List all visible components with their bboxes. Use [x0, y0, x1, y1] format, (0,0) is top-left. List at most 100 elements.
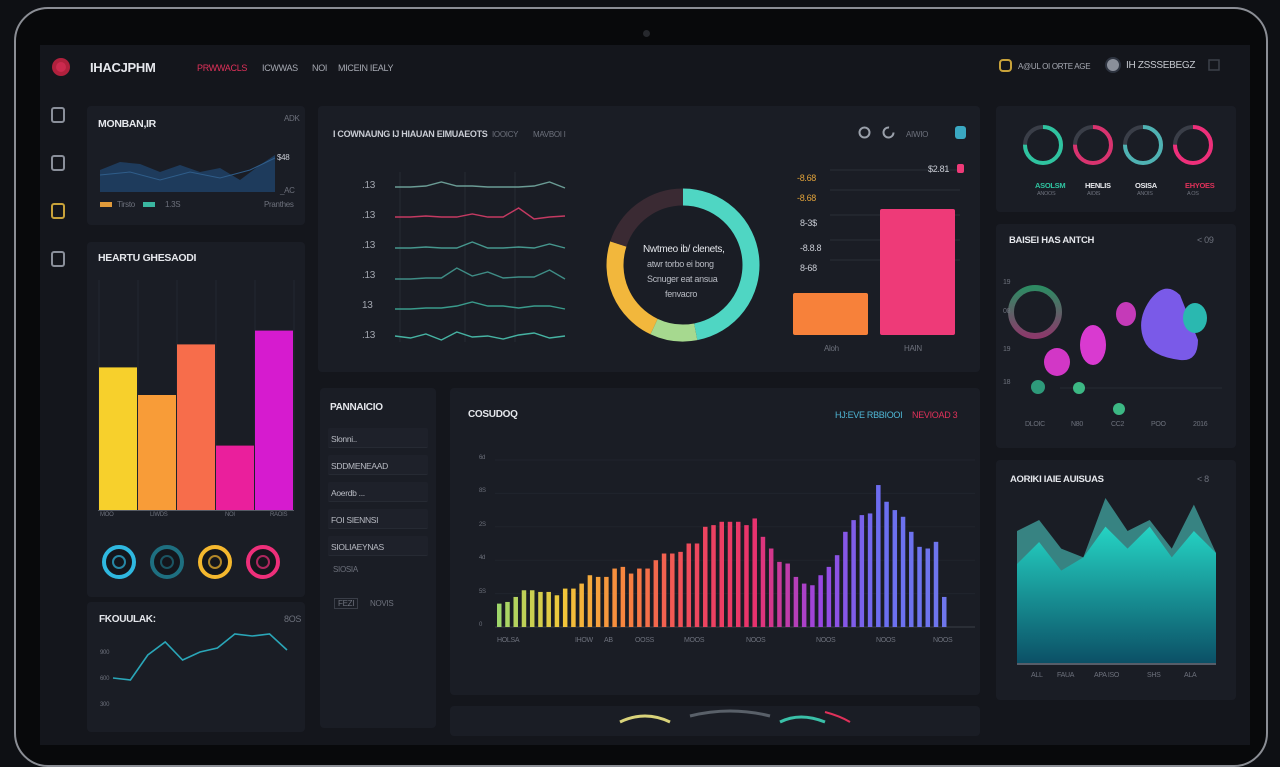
area-badge[interactable]: < 8 [1197, 474, 1209, 484]
x-tick: NOOS [746, 637, 766, 644]
bar [834, 555, 840, 627]
bar [177, 344, 215, 510]
nav-item-1[interactable]: ICWWAS [262, 63, 298, 73]
folder-icon[interactable] [50, 202, 66, 220]
bar [562, 588, 568, 627]
kpi-ring [1023, 125, 1063, 165]
ring-icon [150, 545, 184, 579]
bar-xlabel: NOI [225, 512, 235, 518]
bar [670, 553, 675, 627]
bubble-blob [1141, 288, 1198, 361]
list-item[interactable] [328, 455, 428, 475]
x-tick: NOOS [933, 637, 953, 644]
bar [942, 596, 947, 627]
bubble-ylabel: 19 [1003, 346, 1011, 353]
center-tab-1[interactable]: MAVBOI I [533, 130, 566, 139]
list-item[interactable] [328, 509, 428, 529]
list-panel-title: PANNAICIO [330, 402, 383, 413]
line-series-5 [394, 331, 566, 341]
nav-item-3[interactable]: MICEIN IEALY [338, 63, 394, 73]
dashboard-icon[interactable] [50, 106, 66, 124]
bar [99, 367, 137, 510]
donut-segment [606, 241, 658, 335]
donut-text: Scnuger eat ansua [647, 274, 718, 284]
center-tab-0[interactable]: IOOICY [492, 130, 519, 139]
bar [255, 330, 293, 510]
settings-icon[interactable] [50, 250, 66, 268]
bubble [1080, 325, 1106, 365]
ring-icon [246, 545, 280, 579]
stats-icon[interactable] [50, 154, 66, 172]
settings-icon[interactable] [858, 126, 871, 139]
y-tick: 5S [479, 588, 486, 595]
bar [711, 525, 716, 627]
menu-icon[interactable] [1207, 58, 1221, 72]
bar [571, 588, 576, 627]
bar [628, 573, 634, 627]
bar [546, 591, 551, 627]
list-item-label: Aoerdb ... [331, 488, 365, 498]
mini-area-fill [100, 155, 275, 192]
area-title: AORIKI IAIE AUISUAS [1010, 474, 1104, 485]
bar [637, 568, 642, 627]
bar [735, 521, 741, 627]
kpi-label: HENLIS [1085, 181, 1111, 190]
nav-item-0[interactable]: PRWWACLS [197, 63, 248, 73]
kpi-ring [1073, 125, 1113, 165]
bar [554, 595, 560, 627]
list-item[interactable] [328, 536, 428, 556]
area-xlabel: SHS [1147, 672, 1161, 679]
bar [843, 531, 848, 627]
x-tick: OOSS [635, 637, 655, 644]
y-tick: 2S [479, 521, 486, 528]
list-item-label: Slonni.. [331, 434, 357, 444]
bar [497, 603, 502, 627]
area-xlabel: ALA [1184, 672, 1197, 679]
kpi-label: EHYOES [1185, 181, 1215, 190]
bubble-xlabel: 2016 [1193, 421, 1208, 428]
y-tick: 0 [479, 622, 483, 628]
main-bar-chart [495, 459, 975, 628]
bar [538, 591, 543, 627]
line-series-3 [395, 267, 566, 280]
list-footer-button[interactable]: FEZI [334, 598, 359, 609]
list-item[interactable] [328, 428, 428, 448]
bar [859, 515, 865, 627]
refresh-icon[interactable] [882, 126, 895, 139]
donut-text: atwr torbo ei bong [647, 259, 714, 269]
bar [744, 525, 749, 627]
legend-swatch-1 [143, 202, 155, 207]
legend-dot [957, 164, 964, 173]
list-item[interactable] [328, 482, 428, 502]
bar [793, 293, 868, 335]
area-xlabel: ALL [1031, 672, 1043, 679]
notification-icon[interactable] [999, 59, 1012, 72]
bubble-badge[interactable]: < 09 [1197, 235, 1214, 245]
area-xlabel: APA ISO [1094, 672, 1120, 679]
bar-xlabel: MOO [100, 512, 114, 518]
mini-area-chart [99, 155, 276, 192]
kpi-sub: ANOIS [1137, 191, 1153, 197]
bar [612, 568, 617, 627]
toggle-button[interactable] [955, 126, 966, 139]
kpi-ring [1173, 125, 1213, 165]
bar [521, 590, 527, 627]
bar [645, 568, 650, 627]
bar [933, 541, 939, 627]
avatar[interactable] [1105, 57, 1121, 73]
bar [768, 548, 774, 627]
legend-0: HJ:EVE RBBIOOI [835, 410, 903, 420]
ring-icon [198, 545, 232, 579]
bar [604, 576, 609, 627]
center-control-label[interactable]: AIWIO [906, 130, 929, 139]
bar-ylabel: 8-68 [800, 263, 817, 273]
line-ylabel: .13 [362, 240, 376, 251]
bar [876, 485, 881, 627]
bar-ylabel: -8.68 [797, 173, 817, 183]
bar [752, 518, 757, 627]
nav-item-2[interactable]: NOI [312, 63, 328, 73]
x-tick: NOOS [876, 637, 896, 644]
ring-icon [102, 545, 136, 579]
x-tick: MOOS [684, 637, 705, 644]
user-name: IH ZSSSEBEGZ [1126, 60, 1196, 71]
